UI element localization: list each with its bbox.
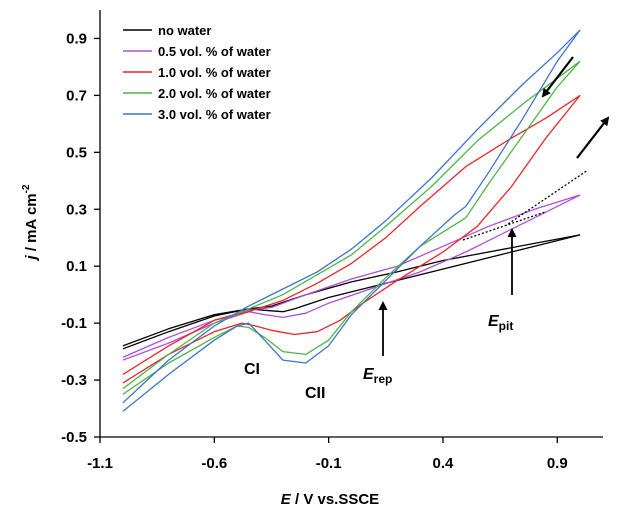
x-tick-label: 0.9 [547, 455, 568, 472]
series-line-forward [122, 234, 581, 350]
series-line-forward [122, 60, 581, 395]
series-line-forward [122, 94, 581, 384]
x-axis-title: E / V vs.SSCE [281, 491, 379, 508]
scan-direction-reverse-arrow [541, 56, 574, 98]
legend-label: 2.0 vol. % of water [158, 86, 271, 101]
scan-direction-forward-arrow [576, 116, 610, 159]
y-tick-label: -0.5 [61, 429, 87, 446]
peak-label-ci: CI [244, 361, 260, 378]
legend-label: 0.5 vol. % of water [158, 44, 271, 59]
annotations: CI CII Erep Epit [244, 313, 513, 402]
legend: no water 0.5 vol. % of water 1.0 vol. % of… [123, 23, 271, 122]
series-line-reverse [122, 94, 581, 375]
arrows [378, 56, 610, 356]
y-tick-label: -0.3 [61, 372, 87, 389]
x-tick-label: -0.6 [201, 455, 227, 472]
y-tick-label: 0.5 [66, 144, 87, 161]
series-4 [122, 29, 581, 412]
series-group [122, 29, 581, 412]
y-tick-label: -0.1 [61, 315, 87, 332]
y-tick-label: 0.9 [66, 30, 87, 47]
tangent-lines [462, 169, 589, 241]
x-tick-label: -0.1 [316, 455, 342, 472]
axes [99, 10, 603, 438]
series-0 [122, 234, 581, 350]
series-line-forward [122, 29, 581, 412]
e-rep-label: Erep [363, 366, 392, 386]
x-tick-label: 0.4 [433, 455, 455, 472]
series-3 [122, 60, 581, 395]
y-axis-title: j / mA cm-2 [21, 184, 40, 261]
series-line-reverse [122, 234, 581, 347]
tick-marks [94, 37, 558, 443]
y-tick-label: 0.7 [66, 87, 87, 104]
y-tick-label: 0.3 [66, 201, 87, 218]
x-tick-label: -1.1 [87, 455, 113, 472]
tangent-line-upper [504, 169, 589, 227]
y-tick-label: 0.1 [66, 258, 87, 275]
legend-label: 1.0 vol. % of water [158, 65, 271, 80]
tangent-line-lower [462, 211, 546, 241]
series-2 [122, 94, 581, 384]
tick-labels: -1.1 -0.6 -0.1 0.4 0.9 -0.5 -0.3 -0.1 0.1 0.3 0.5 0… [61, 30, 568, 472]
series-line-reverse [122, 29, 581, 404]
peak-label-cii: CII [305, 385, 325, 402]
series-line-reverse [122, 60, 581, 390]
legend-label: no water [158, 23, 211, 38]
series-line-reverse [122, 194, 581, 358]
legend-label: 3.0 vol. % of water [158, 107, 271, 122]
e-pit-label: Epit [488, 313, 513, 333]
